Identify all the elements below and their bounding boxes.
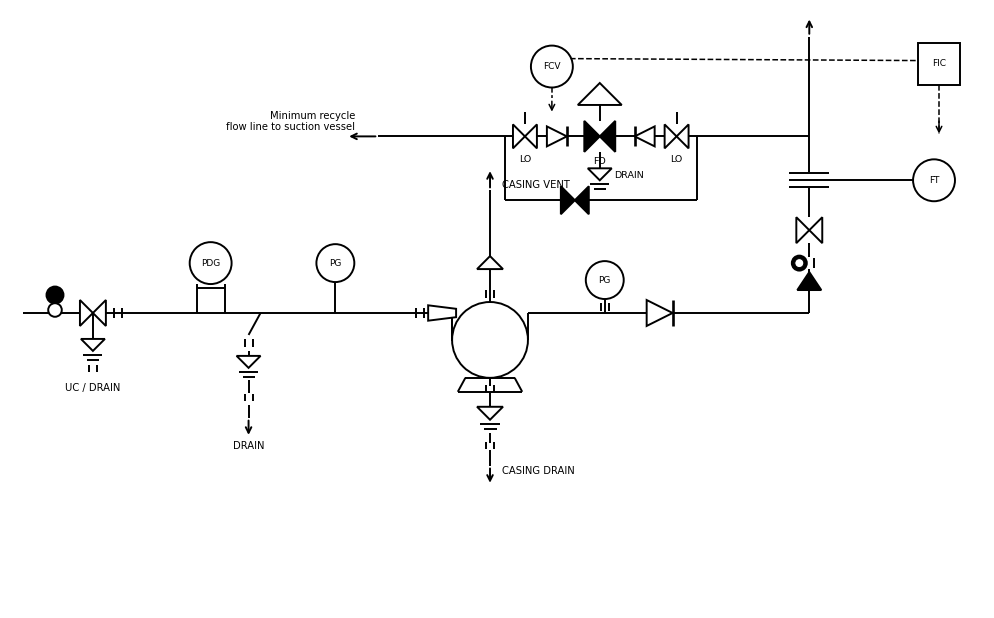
- Polygon shape: [664, 124, 676, 148]
- Text: PG: PG: [598, 276, 610, 284]
- Polygon shape: [578, 83, 621, 105]
- Circle shape: [912, 159, 954, 201]
- Text: LO: LO: [670, 155, 682, 164]
- Polygon shape: [92, 300, 105, 326]
- Polygon shape: [587, 168, 611, 180]
- Text: DRAIN: DRAIN: [233, 441, 264, 451]
- Polygon shape: [599, 121, 614, 152]
- Polygon shape: [634, 127, 654, 146]
- Text: FCV: FCV: [543, 62, 560, 71]
- Text: FO: FO: [592, 158, 605, 166]
- Polygon shape: [81, 339, 104, 351]
- Circle shape: [316, 244, 354, 282]
- Circle shape: [794, 258, 803, 268]
- Circle shape: [451, 302, 528, 378]
- Text: PDG: PDG: [201, 258, 220, 268]
- Polygon shape: [808, 217, 821, 243]
- Polygon shape: [583, 121, 599, 152]
- Polygon shape: [646, 300, 672, 326]
- Polygon shape: [513, 124, 525, 148]
- Polygon shape: [476, 407, 503, 420]
- Circle shape: [48, 303, 62, 317]
- Text: FT: FT: [927, 176, 938, 185]
- Polygon shape: [237, 356, 260, 368]
- Polygon shape: [796, 272, 820, 290]
- Polygon shape: [547, 127, 567, 146]
- Text: PG: PG: [329, 258, 341, 268]
- Circle shape: [585, 261, 623, 299]
- Text: DRAIN: DRAIN: [613, 171, 643, 180]
- Polygon shape: [525, 124, 537, 148]
- Text: Minimum recycle
flow line to suction vessel: Minimum recycle flow line to suction ves…: [226, 111, 355, 132]
- Circle shape: [531, 46, 573, 88]
- Text: LO: LO: [518, 155, 531, 164]
- Polygon shape: [917, 43, 959, 85]
- Circle shape: [190, 242, 232, 284]
- Polygon shape: [575, 186, 588, 214]
- Polygon shape: [795, 217, 808, 243]
- Polygon shape: [80, 300, 92, 326]
- Polygon shape: [476, 256, 503, 269]
- Text: CASING VENT: CASING VENT: [502, 180, 570, 190]
- Circle shape: [47, 287, 64, 303]
- Text: CASING DRAIN: CASING DRAIN: [502, 465, 575, 476]
- Polygon shape: [561, 186, 575, 214]
- Circle shape: [791, 256, 806, 271]
- Text: FIC: FIC: [931, 59, 945, 68]
- Polygon shape: [427, 305, 455, 321]
- Text: UC / DRAIN: UC / DRAIN: [66, 383, 120, 393]
- Polygon shape: [676, 124, 688, 148]
